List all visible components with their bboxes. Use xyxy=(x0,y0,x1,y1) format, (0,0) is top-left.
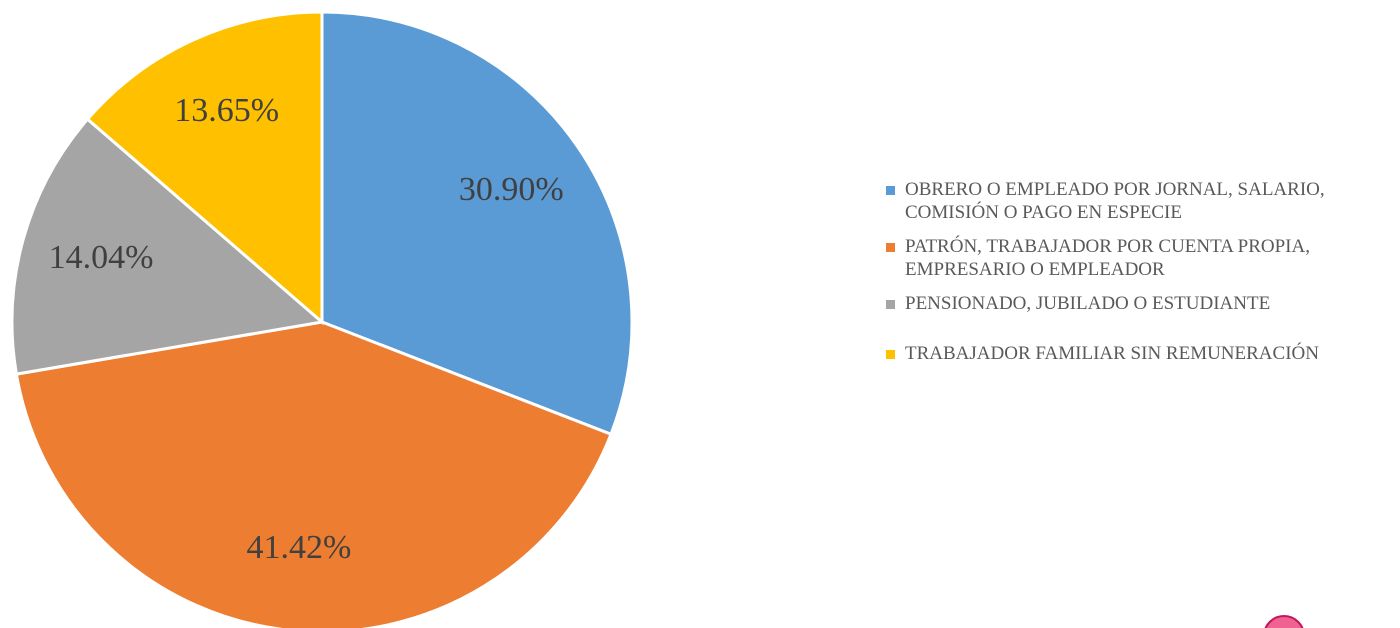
legend-item: PENSIONADO, JUBILADO O ESTUDIANTE xyxy=(886,292,1391,315)
legend-label: OBRERO O EMPLEADO POR JORNAL, SALARIO, C… xyxy=(905,179,1325,223)
legend-swatch xyxy=(886,350,895,359)
data-label: 13.65% xyxy=(174,92,279,129)
legend-item: PATRÓN, TRABAJADOR POR CUENTA PROPIA, EM… xyxy=(886,235,1391,281)
pie-slice xyxy=(14,320,613,628)
legend-swatch xyxy=(886,300,895,309)
pie-slice xyxy=(10,117,326,376)
legend-label: PENSIONADO, JUBILADO O ESTUDIANTE xyxy=(905,293,1271,314)
legend-swatch xyxy=(886,243,895,252)
legend-item: TRABAJADOR FAMILIAR SIN REMUNERACIÓN xyxy=(886,342,1391,365)
data-label: 30.90% xyxy=(459,171,564,208)
legend-label: TRABAJADOR FAMILIAR SIN REMUNERACIÓN xyxy=(905,343,1319,364)
pie-slice xyxy=(85,10,324,326)
pie-slice xyxy=(320,10,634,437)
legend-item: OBRERO O EMPLEADO POR JORNAL, SALARIO, C… xyxy=(886,178,1391,224)
legend: OBRERO O EMPLEADO POR JORNAL, SALARIO, C… xyxy=(886,178,1391,365)
legend-swatch xyxy=(886,186,895,195)
pie xyxy=(10,10,634,628)
data-label: 41.42% xyxy=(246,529,351,566)
data-labels: 30.90% 41.42% 14.04% 13.65% xyxy=(49,92,564,566)
legend-label: PATRÓN, TRABAJADOR POR CUENTA PROPIA, EM… xyxy=(905,236,1310,280)
corner-badge xyxy=(1264,615,1304,628)
data-label: 14.04% xyxy=(49,239,154,276)
